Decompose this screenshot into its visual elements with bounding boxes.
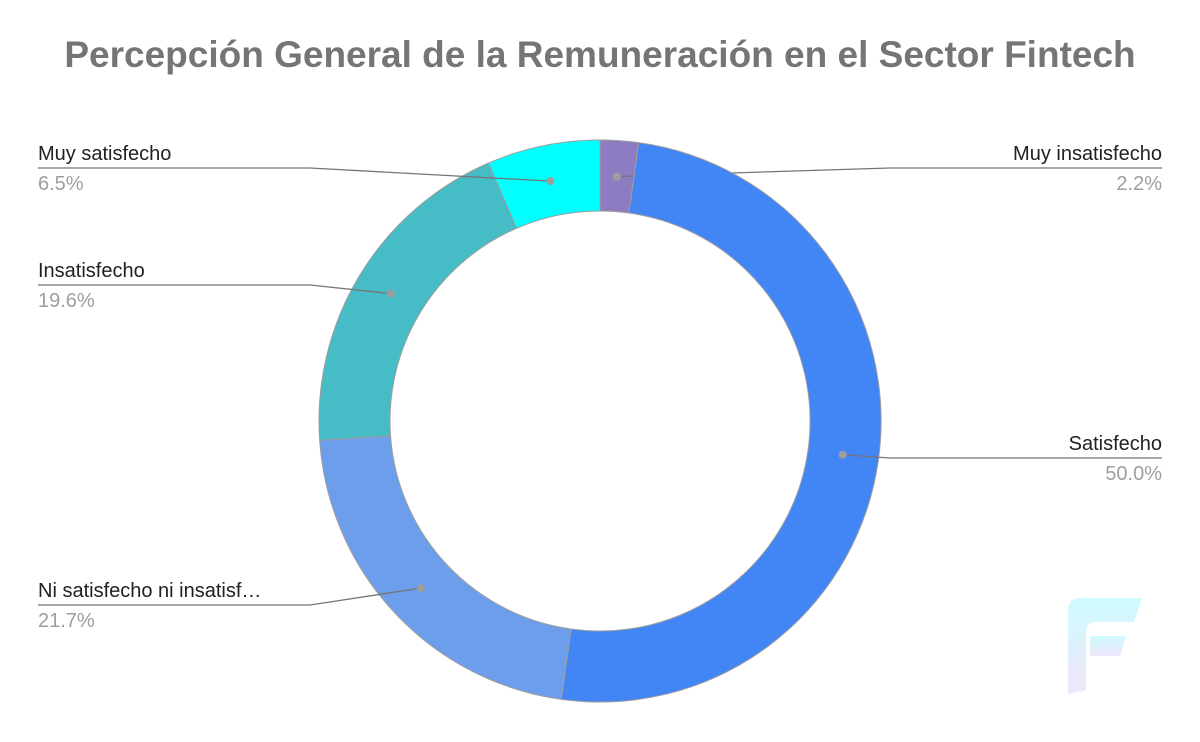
slice-value-label: 6.5% — [38, 173, 84, 195]
chart-title: Percepción General de la Remuneración en… — [64, 34, 1136, 75]
leader-line — [842, 454, 1162, 459]
leader-line — [38, 284, 391, 295]
slice-label: Satisfecho — [1069, 433, 1162, 455]
slice-value-label: 2.2% — [1116, 173, 1162, 195]
leader-dot — [546, 177, 555, 186]
leader-line — [38, 587, 421, 606]
leader-dot — [386, 289, 395, 298]
logo — [1068, 598, 1142, 694]
slice-value-label: 50.0% — [1105, 463, 1162, 485]
slice-label: Ni satisfecho ni insatisf… — [38, 580, 261, 602]
donut-slice — [487, 139, 601, 229]
leader-dot — [416, 584, 425, 593]
leader-line — [38, 167, 551, 182]
donut-slice — [560, 142, 882, 703]
slice-value-label: 21.7% — [38, 610, 95, 632]
donut-slice — [318, 162, 518, 441]
slice-label: Insatisfecho — [38, 260, 145, 282]
leader-dot — [838, 450, 847, 459]
slice-label: Muy insatisfecho — [1013, 143, 1162, 165]
slice-label: Muy satisfecho — [38, 143, 171, 165]
slice-value-label: 19.6% — [38, 290, 95, 312]
leader-dot — [612, 172, 621, 181]
donut-slice — [319, 434, 572, 700]
